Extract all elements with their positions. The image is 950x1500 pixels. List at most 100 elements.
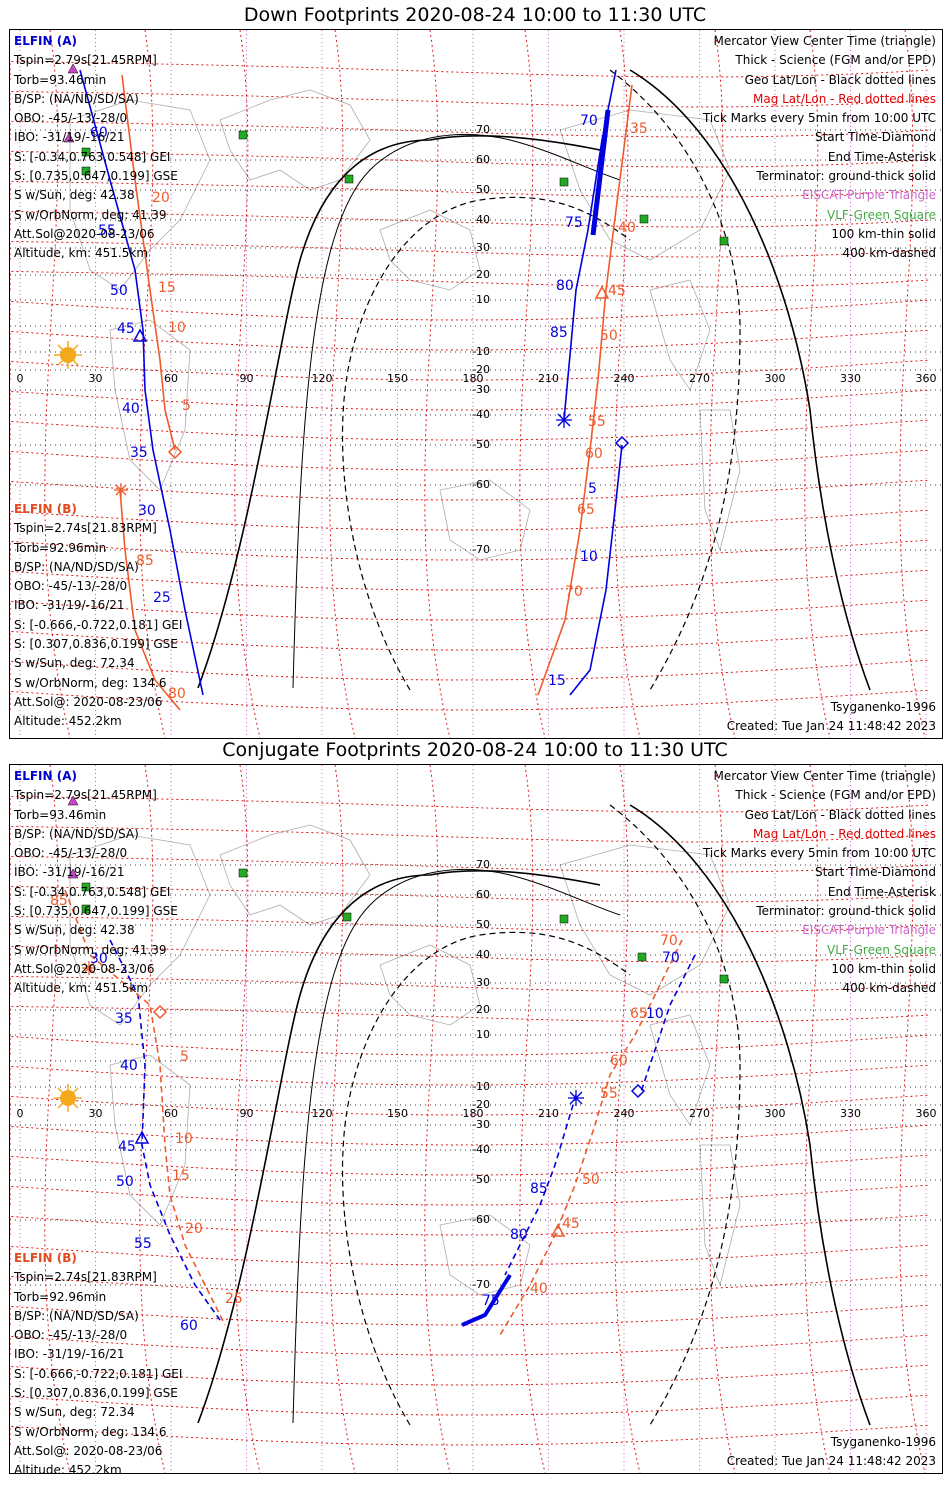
track-tick-label: 80 bbox=[510, 1227, 528, 1243]
lon-tick-label: 300 bbox=[765, 372, 786, 385]
legend-item: Terminator: ground-thick solid bbox=[756, 904, 936, 919]
lat-tick-label: -10 bbox=[472, 345, 490, 358]
legend-item: Tick Marks every 5min from 10:00 UTC bbox=[702, 111, 936, 126]
track-tick-label: 25 bbox=[225, 1291, 243, 1307]
lon-tick-label: 120 bbox=[312, 1107, 333, 1120]
lat-tick-label: 70 bbox=[476, 123, 490, 136]
elfin-b-line: Att.Sol@: 2020-08-23/06 bbox=[14, 694, 163, 709]
lat-tick-label: 20 bbox=[476, 1003, 490, 1016]
elfin-a-line: B/SP: (NA/ND/SD/SA) bbox=[14, 91, 139, 106]
elfin-a-track-center bbox=[563, 69, 623, 696]
elfin-a-line: S w/OrbNorm, deg: 41.39 bbox=[14, 207, 167, 222]
track-tick-label: 5 bbox=[182, 398, 191, 414]
elfin-a-line: Altitude, km: 451.5km bbox=[14, 981, 149, 996]
lat-tick-label: -40 bbox=[472, 1143, 490, 1156]
lon-tick-label: 300 bbox=[765, 1107, 786, 1120]
legend-item: Tick Marks every 5min from 10:00 UTC bbox=[702, 846, 936, 861]
legend-item: Mag Lat/Lon - Red dotted lines bbox=[752, 91, 936, 106]
elfin-b-line: B/SP: (NA/ND/SD/SA) bbox=[14, 559, 139, 574]
vlf-stations bbox=[81, 868, 729, 984]
lat-tick-label: 40 bbox=[476, 948, 490, 961]
track-tick-label: 10 bbox=[175, 1131, 193, 1147]
center-time-triangle-b bbox=[550, 1223, 566, 1237]
elfin-b-line: OBO: -45/-13/-28/0 bbox=[14, 579, 128, 594]
legend-item: 100 km-thin solid bbox=[831, 961, 936, 976]
elfin-b-line: Tspin=2.74s[21.83RPM] bbox=[14, 521, 157, 536]
lat-tick-label: -60 bbox=[472, 1213, 490, 1226]
lon-tick-label: 180 bbox=[463, 1107, 484, 1120]
legend-right: Mercator View Center Time (triangle) Thi… bbox=[703, 767, 936, 999]
elfin-b-line: Torb=92.96min bbox=[14, 540, 107, 555]
legend-item: Start Time-Diamond bbox=[814, 130, 936, 145]
track-tick-label: 50 bbox=[600, 328, 618, 344]
elfin-b-track-left bbox=[64, 889, 226, 1326]
track-tick-label: 45 bbox=[562, 1216, 580, 1232]
geo-grid bbox=[10, 30, 942, 738]
lat-tick-label: -60 bbox=[472, 478, 490, 491]
lat-tick-label: -40 bbox=[472, 408, 490, 421]
legend-item: End Time-Asterisk bbox=[827, 884, 936, 899]
lon-tick-label: 210 bbox=[538, 1107, 559, 1120]
elfin-b-line: S w/Sun, deg: 72.34 bbox=[14, 1405, 135, 1420]
lat-tick-label: -20 bbox=[472, 1098, 490, 1111]
elfin-a-line: S: [0.735,0.647,0.199] GSE bbox=[14, 169, 178, 184]
lat-tick-label: -20 bbox=[472, 363, 490, 376]
mag-parallel bbox=[10, 1064, 931, 1086]
elfin-b-line: Torb=92.96min bbox=[14, 1289, 107, 1304]
footer-right: Tsyganenko-1996 Created: Tue Jan 24 11:4… bbox=[727, 698, 936, 736]
track-tick-label: 10 bbox=[646, 1006, 664, 1022]
elfin-b-track-left bbox=[119, 74, 181, 711]
geo-grid bbox=[10, 765, 942, 1473]
elfin-a-track-left bbox=[109, 939, 221, 1321]
track-tick-label: 45 bbox=[608, 283, 626, 299]
elfin-a-line: IBO: -31/19/-16/21 bbox=[14, 865, 125, 880]
track-tick-label: 20 bbox=[152, 190, 170, 206]
track-tick-label: 50 bbox=[110, 283, 128, 299]
lat-tick-label: -50 bbox=[472, 438, 490, 451]
center-time-triangle-b bbox=[594, 285, 610, 299]
elfin-b-line: OBO: -45/-13/-28/0 bbox=[14, 1328, 128, 1343]
lat-tick-label: -10 bbox=[472, 1080, 490, 1093]
lon-tick-label: 60 bbox=[164, 1107, 178, 1120]
lat-tick-label: -50 bbox=[472, 1173, 490, 1186]
elfin-b-line: S w/Sun, deg: 72.34 bbox=[14, 656, 135, 671]
start-diamond-a bbox=[630, 1083, 646, 1099]
eiscat-sites bbox=[63, 63, 79, 143]
track-tick-label: 45 bbox=[118, 1139, 136, 1155]
track-tick-label: 60 bbox=[90, 125, 108, 141]
lon-tick-label: 360 bbox=[916, 372, 937, 385]
elfin-a-line: Torb=93.46min bbox=[14, 72, 107, 87]
track-tick-label: 60 bbox=[585, 446, 603, 462]
elfin-b-track-center bbox=[537, 84, 633, 696]
lon-tick-label: 210 bbox=[538, 372, 559, 385]
elfin-a-info: ELFIN (A) Tspin=2.79s[21.45RPM] Torb=93.… bbox=[14, 767, 178, 999]
lat-tick-label: 50 bbox=[476, 918, 490, 931]
track-tick-label: 10 bbox=[580, 549, 598, 565]
track-tick-label: 65 bbox=[577, 502, 595, 518]
track-tick-label: 15 bbox=[172, 1168, 190, 1184]
markers bbox=[82, 961, 646, 1237]
legend-item: Thick - Science (FGM and/or EPD) bbox=[735, 53, 936, 68]
lat-tick-label: 30 bbox=[476, 976, 490, 989]
track-tick-label: 85 bbox=[50, 893, 68, 909]
track-tick-label: 45 bbox=[117, 321, 135, 337]
lat-tick-label: 40 bbox=[476, 213, 490, 226]
mag-meridian bbox=[329, 765, 356, 1473]
end-asterisk-a bbox=[556, 412, 572, 428]
lat-tick-label: 50 bbox=[476, 183, 490, 196]
lat-tick-label: 60 bbox=[476, 153, 490, 166]
conjugate-map[interactable]: 30 35 40 45 50 55 60 85 5 10 15 20 25 70 75 80 85 70 65 60 5… bbox=[10, 765, 942, 1473]
lat-tick-label: 30 bbox=[476, 241, 490, 254]
elfin-b-line: IBO: -31/19/-16/21 bbox=[14, 598, 125, 613]
track-tick-label: 30 bbox=[138, 503, 156, 519]
down-map[interactable]: 6055504540353025201510585807075808535404… bbox=[10, 30, 942, 738]
legend-item: 400 km-dashed bbox=[842, 246, 936, 261]
elfin-a-line: Altitude, km: 451.5km bbox=[14, 246, 149, 261]
legend-item: Geo Lat/Lon - Black dotted lines bbox=[744, 807, 936, 822]
track-tick-label: 55 bbox=[588, 414, 606, 430]
down-footprints-panel: 60 55 50 45 40 35 30 25 20 15 10 5 85 80 70 75 80 85 35 40 4… bbox=[9, 29, 943, 739]
track-tick-label: 70 bbox=[580, 113, 598, 129]
legend-item: Terminator: ground-thick solid bbox=[756, 169, 936, 184]
markers bbox=[114, 285, 630, 497]
elfin-b-line: Tspin=2.74s[21.83RPM] bbox=[14, 1270, 157, 1285]
